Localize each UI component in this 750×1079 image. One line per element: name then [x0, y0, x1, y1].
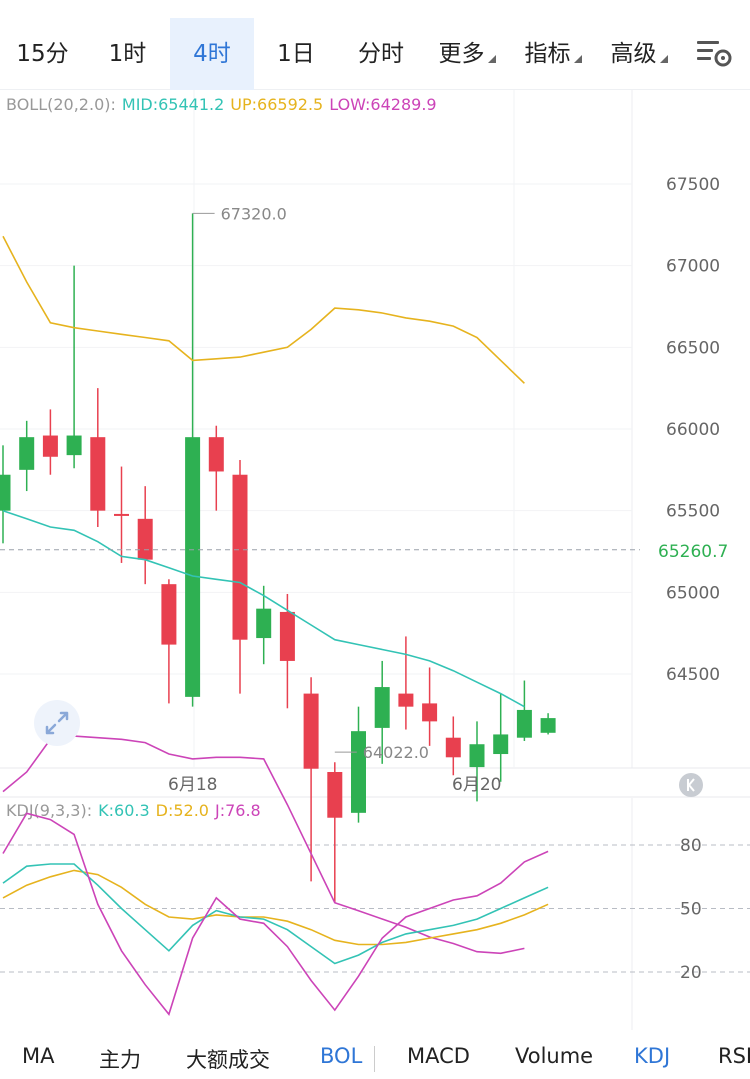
- price-axis-label: 67500: [666, 175, 720, 195]
- kdj-k-line: [2, 863, 549, 965]
- low-price-marker: 64022.0: [363, 743, 429, 762]
- price-axis-label: 66500: [666, 338, 720, 358]
- boll-legend: BOLL(20,2.0): MID:65441.2 UP:66592.5 LOW:64…: [6, 95, 437, 114]
- tab-label: 15分: [16, 41, 69, 67]
- tab-timeframe-2[interactable]: 4时: [170, 18, 254, 90]
- indicator-tab-volume[interactable]: Volume: [515, 1044, 594, 1068]
- indicator-tab-大额成交[interactable]: 大额成交: [186, 1048, 270, 1072]
- chart-settings-icon[interactable]: [694, 36, 734, 70]
- candle-body: [540, 718, 556, 733]
- boll-legend-low: LOW:64289.9: [329, 95, 436, 114]
- tab-label: 分时: [358, 41, 404, 67]
- tab-timeframe-3[interactable]: 1日: [254, 18, 338, 90]
- expand-icon: [45, 711, 69, 735]
- indicator-tab-rsi[interactable]: RSI: [718, 1044, 750, 1068]
- tab-label: 更多: [438, 41, 485, 67]
- high-price-marker: 67320.0: [221, 204, 287, 223]
- tab-label: 指标: [524, 41, 571, 67]
- kline-chart[interactable]: 67500 67000 66500 66000 65500 65000 64500 80 50 2…: [0, 0, 750, 1038]
- boll-lower-line: [2, 735, 525, 955]
- candle-body: [493, 734, 509, 755]
- kdj-d-line: [2, 869, 549, 946]
- tab-timeframe-5[interactable]: 更多: [424, 18, 510, 90]
- candle-body: [185, 437, 201, 697]
- tab-timeframe-6[interactable]: 指标: [510, 18, 596, 90]
- tab-timeframe-4[interactable]: 分时: [338, 18, 424, 90]
- indicator-tab-bar: MA 主力 大额成交 BOL MACD Volume KDJ RSI: [0, 1038, 750, 1079]
- tab-label: 4时: [193, 41, 231, 67]
- kdj-legend-k: K:60.3: [98, 801, 150, 820]
- kdj-legend-j: J:76.8: [214, 801, 261, 820]
- price-axis-label: 66000: [666, 420, 720, 440]
- dropdown-triangle-icon: [487, 55, 496, 63]
- tab-timeframe-1[interactable]: 1时: [85, 18, 170, 90]
- tab-label: 高级: [610, 41, 657, 67]
- dropdown-triangle-icon: [573, 55, 582, 63]
- boll-legend-up: UP:66592.5: [230, 95, 323, 114]
- boll-upper-line: [2, 235, 525, 384]
- tab-label: 1日: [277, 41, 315, 67]
- candle-body: [303, 693, 319, 769]
- indicator-tab-kdj[interactable]: KDJ: [634, 1044, 671, 1068]
- indicator-tab-ma[interactable]: MA: [22, 1044, 55, 1068]
- candle-body: [516, 709, 532, 738]
- tab-divider: [374, 1046, 375, 1072]
- indicator-tab-bol[interactable]: BOL: [320, 1044, 363, 1068]
- price-axis-label: 65000: [666, 583, 720, 603]
- candle-body: [279, 611, 295, 661]
- date-label: 6月18: [168, 775, 217, 795]
- boll-legend-name: BOLL(20,2.0):: [6, 95, 116, 114]
- candle-body: [469, 744, 485, 768]
- candle-body: [0, 474, 11, 511]
- indicator-tab-macd[interactable]: MACD: [407, 1044, 470, 1068]
- expand-chart-button[interactable]: [34, 700, 80, 746]
- kdj-j-line: [2, 812, 549, 1016]
- kdj-legend: KDJ(9,3,3): K:60.3 D:52.0 J:76.8: [6, 801, 261, 820]
- current-price-box: [640, 534, 744, 565]
- kdj-axis-label: 20: [680, 963, 702, 983]
- candle-body: [256, 608, 272, 639]
- price-axis-label: 65500: [666, 502, 720, 522]
- candle-body: [19, 437, 35, 470]
- price-axis-label: 67000: [666, 257, 720, 277]
- candle-body: [90, 437, 106, 511]
- candle-body: [137, 518, 153, 560]
- candle-body: [161, 584, 177, 645]
- tab-timeframe-0[interactable]: 15分: [0, 18, 85, 90]
- timeframe-tab-bar: 15分 1时 4时 1日 分时 更多 指标 高级: [0, 0, 750, 90]
- candle-body: [445, 737, 461, 758]
- candle-body: [374, 687, 390, 728]
- boll-legend-mid: MID:65441.2: [122, 95, 224, 114]
- kdj-axis-label: 80: [680, 836, 702, 856]
- price-axis-label: 64500: [666, 665, 720, 685]
- tab-label: 1时: [108, 41, 147, 67]
- dropdown-triangle-icon: [659, 55, 668, 63]
- candle-body: [42, 435, 58, 457]
- kdj-legend-d: D:52.0: [156, 801, 209, 820]
- indicator-tab-主力[interactable]: 主力: [99, 1048, 141, 1072]
- boll-mid-line: [2, 509, 525, 708]
- scroll-latest-arrow-icon: [687, 778, 695, 792]
- candle-body: [208, 437, 224, 472]
- date-label: 6月20: [452, 775, 501, 795]
- candle-body: [327, 772, 343, 818]
- candle-body: [114, 513, 129, 516]
- kdj-axis-label: 50: [680, 900, 702, 920]
- candle-body: [66, 435, 82, 456]
- kdj-legend-name: KDJ(9,3,3):: [6, 801, 92, 820]
- scroll-latest-icon: [679, 773, 703, 797]
- current-price-label: 65260.7: [658, 542, 728, 562]
- tab-timeframe-7[interactable]: 高级: [596, 18, 682, 90]
- candle-body: [422, 703, 438, 722]
- candle-body: [398, 693, 414, 707]
- candle-body: [232, 474, 248, 640]
